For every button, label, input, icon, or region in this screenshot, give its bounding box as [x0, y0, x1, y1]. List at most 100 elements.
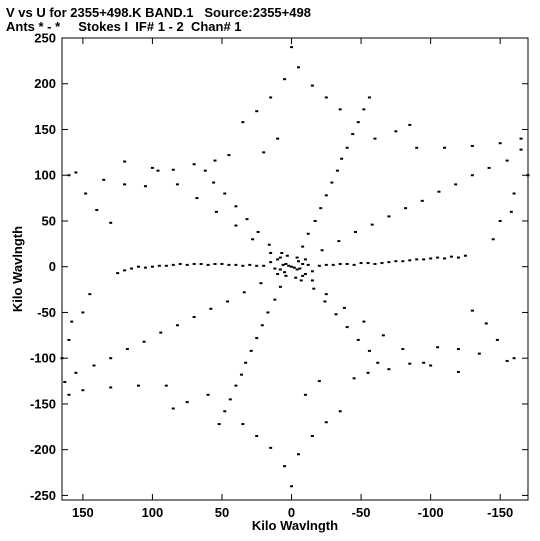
- uv-point: [262, 264, 266, 267]
- uv-point: [74, 371, 78, 374]
- y-tick-label: 100: [34, 168, 56, 183]
- x-axis-label: Kilo Wavlngth: [252, 518, 338, 533]
- uv-point: [290, 485, 294, 488]
- uv-point: [241, 423, 245, 426]
- uv-point: [345, 326, 349, 329]
- uv-point: [342, 306, 346, 309]
- uv-point: [143, 185, 147, 188]
- uv-point: [436, 256, 440, 259]
- uv-point: [81, 311, 85, 314]
- uv-point: [185, 401, 189, 404]
- y-tick-label: 250: [34, 31, 56, 46]
- uv-point: [359, 262, 363, 265]
- uv-point: [281, 263, 285, 266]
- uv-point: [352, 377, 356, 380]
- uv-point: [269, 96, 273, 99]
- uv-point: [338, 262, 342, 265]
- uv-point: [509, 210, 513, 213]
- uv-point: [70, 320, 74, 323]
- uv-point: [292, 266, 296, 269]
- uv-point: [283, 271, 287, 274]
- uv-point: [401, 348, 405, 351]
- uv-point: [164, 384, 168, 387]
- uv-point: [171, 263, 175, 266]
- uv-point: [477, 352, 481, 355]
- x-tick-label: 100: [142, 505, 164, 520]
- y-tick-label: 150: [34, 122, 56, 137]
- uv-point: [319, 207, 323, 210]
- uv-point: [266, 311, 270, 314]
- uv-point: [273, 267, 277, 270]
- uv-point: [301, 262, 305, 265]
- uv-point: [296, 260, 300, 263]
- uv-point: [269, 251, 273, 254]
- uv-point: [449, 255, 453, 258]
- uv-point: [269, 446, 273, 449]
- uv-point: [317, 264, 321, 267]
- uv-point: [387, 215, 391, 218]
- uv-point: [234, 205, 238, 208]
- uv-point: [366, 262, 370, 265]
- uv-point: [175, 183, 179, 186]
- uv-point: [143, 266, 147, 269]
- uv-point: [150, 166, 154, 169]
- uv-point: [109, 221, 113, 224]
- uv-point: [164, 264, 168, 267]
- y-tick-label: -200: [30, 442, 56, 457]
- uv-point: [456, 256, 460, 259]
- uv-point: [102, 178, 106, 181]
- uv-point: [310, 84, 314, 87]
- uv-point: [276, 137, 280, 140]
- uv-point: [362, 108, 366, 111]
- uv-point: [123, 160, 127, 163]
- uv-point: [356, 338, 360, 341]
- uv-point: [290, 46, 294, 49]
- uv-point: [220, 262, 224, 265]
- uv-point: [171, 407, 175, 410]
- uv-point: [373, 137, 377, 140]
- y-tick-label: -50: [37, 305, 56, 320]
- uv-point: [338, 108, 342, 111]
- uv-point: [408, 123, 412, 126]
- uv-point: [505, 359, 509, 362]
- y-axis-label: Kilo Wavlngth: [10, 226, 25, 312]
- uv-point: [74, 171, 78, 174]
- uv-point: [125, 348, 129, 351]
- uv-point: [185, 263, 189, 266]
- uv-point: [142, 340, 146, 343]
- uv-point: [345, 262, 349, 265]
- uv-point: [228, 398, 232, 401]
- uv-point: [306, 263, 310, 266]
- uv-point: [84, 192, 88, 195]
- uv-point: [470, 144, 474, 147]
- uv-point: [317, 380, 321, 383]
- uv-point: [296, 453, 300, 456]
- uv-point: [296, 66, 300, 69]
- uv-point: [334, 313, 338, 316]
- uv-point: [109, 357, 113, 360]
- uv-point: [260, 324, 264, 327]
- x-tick-label: 150: [72, 505, 94, 520]
- uv-point: [234, 263, 238, 266]
- uv-point: [239, 373, 243, 376]
- uv-point: [67, 174, 71, 177]
- uv-point: [443, 257, 447, 260]
- x-tick-label: -50: [352, 505, 371, 520]
- uv-point: [324, 421, 328, 424]
- uv-point: [420, 199, 424, 202]
- uv-point: [352, 263, 356, 266]
- uv-point: [366, 371, 370, 374]
- uv-point: [331, 263, 335, 266]
- uv-point: [519, 148, 523, 151]
- uv-point: [150, 265, 154, 268]
- uv-point: [454, 183, 458, 186]
- uv-point: [330, 181, 334, 184]
- uv-point: [137, 384, 141, 387]
- uv-point: [354, 230, 358, 233]
- uv-point: [156, 169, 160, 172]
- uv-point: [241, 264, 245, 267]
- uv-point: [310, 270, 314, 273]
- uv-point: [310, 279, 314, 282]
- uv-point: [273, 298, 277, 301]
